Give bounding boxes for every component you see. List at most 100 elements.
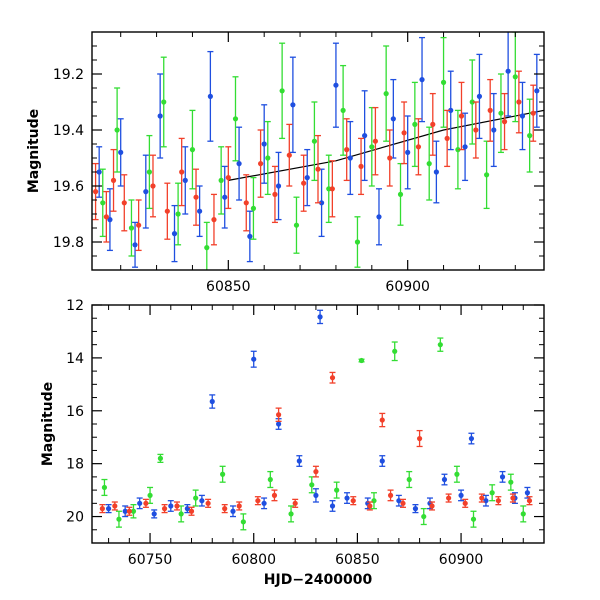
bottom-data-point	[437, 342, 443, 348]
top-data-point	[469, 99, 475, 105]
bottom-data-point	[147, 492, 153, 498]
top-y-tick-label: 19.2	[53, 67, 84, 83]
top-data-point	[114, 127, 120, 133]
bottom-data-point	[479, 495, 485, 501]
top-data-point	[265, 155, 271, 161]
top-data-point	[128, 225, 135, 231]
top-data-point	[107, 217, 113, 223]
top-data-point	[100, 200, 106, 206]
top-data-point	[182, 177, 188, 183]
top-data-point	[329, 186, 335, 192]
bottom-data-point	[251, 356, 257, 362]
top-plot-area	[92, 32, 544, 270]
bottom-data-point	[240, 519, 246, 525]
bottom-data-point	[199, 498, 205, 504]
bottom-data-point	[220, 471, 226, 477]
bottom-data-point	[524, 490, 531, 496]
bottom-data-point	[429, 503, 435, 509]
bottom-data-point	[379, 458, 385, 464]
bottom-data-point	[499, 474, 506, 480]
bottom-data-point	[161, 506, 168, 512]
top-data-point	[326, 186, 332, 192]
top-data-point	[96, 169, 102, 175]
bottom-data-point	[101, 484, 108, 491]
bottom-data-point	[105, 506, 112, 512]
top-data-point	[440, 79, 447, 85]
bottom-data-point	[313, 492, 319, 498]
top-data-point	[301, 180, 307, 186]
bottom-data-point	[122, 508, 128, 514]
top-data-point	[247, 233, 253, 239]
bottom-data-point	[489, 490, 495, 496]
top-data-point	[315, 166, 321, 172]
bottom-data-point	[205, 500, 211, 506]
bottom-x-tick-label: 60750	[128, 552, 173, 568]
top-data-point	[279, 88, 285, 94]
top-data-point	[286, 152, 292, 158]
bottom-data-point	[400, 500, 406, 506]
top-data-point	[318, 200, 325, 206]
bottom-data-point	[261, 500, 267, 506]
bottom-plot-area	[99, 309, 533, 531]
bottom-data-point	[446, 495, 452, 501]
bottom-series-2	[99, 371, 533, 516]
top-data-point	[132, 242, 138, 248]
bottom-data-point	[112, 503, 118, 509]
top-data-point	[458, 113, 465, 119]
top-data-point	[376, 214, 382, 220]
bottom-data-point	[317, 314, 323, 320]
top-plot-frame	[91, 31, 545, 271]
top-data-point	[512, 74, 518, 80]
top-data-point	[491, 127, 497, 133]
bottom-data-point	[151, 511, 157, 517]
top-data-point	[358, 163, 364, 169]
top-data-point	[516, 99, 522, 105]
top-series-1	[99, 32, 533, 270]
top-data-point	[118, 149, 124, 155]
top-data-point	[164, 208, 170, 214]
bottom-y-tick-label: 12	[66, 298, 84, 314]
bottom-data-point	[271, 492, 278, 498]
top-data-point	[161, 99, 167, 105]
bottom-data-point	[387, 492, 394, 498]
top-data-point	[383, 91, 389, 97]
top-data-point	[189, 147, 196, 153]
top-data-point	[121, 200, 127, 206]
top-data-point	[250, 205, 257, 211]
top-data-point	[473, 127, 479, 133]
top-x-tick-label: 60900	[385, 279, 430, 295]
bottom-data-point	[462, 500, 468, 506]
top-data-point	[487, 107, 493, 113]
top-data-point	[354, 239, 361, 245]
top-data-point	[207, 93, 213, 99]
top-data-point	[157, 113, 163, 119]
top-data-point	[534, 88, 540, 94]
bottom-data-point	[188, 508, 195, 514]
bottom-data-point	[178, 511, 184, 517]
top-data-point	[426, 161, 432, 167]
top-data-point	[143, 189, 149, 195]
top-data-point	[218, 177, 224, 183]
top-data-point	[311, 138, 318, 144]
top-data-point	[448, 107, 454, 113]
top-data-point	[225, 175, 231, 181]
top-data-point	[197, 208, 203, 214]
bottom-data-point	[406, 476, 412, 483]
bottom-x-tick-label: 60800	[231, 552, 276, 568]
bottom-data-point	[367, 503, 373, 509]
top-data-point	[462, 144, 468, 150]
bottom-data-point	[329, 375, 336, 381]
bottom-data-point	[526, 498, 533, 504]
bottom-data-point	[230, 508, 236, 514]
top-data-point	[304, 175, 310, 181]
bottom-data-point	[267, 476, 273, 483]
top-data-point	[150, 183, 156, 189]
top-data-point	[433, 169, 439, 175]
top-data-point	[415, 144, 422, 150]
bottom-data-point	[288, 511, 294, 517]
top-data-point	[222, 194, 228, 200]
bottom-data-point	[222, 506, 228, 512]
bottom-data-point	[276, 412, 282, 418]
top-data-point	[293, 222, 300, 228]
